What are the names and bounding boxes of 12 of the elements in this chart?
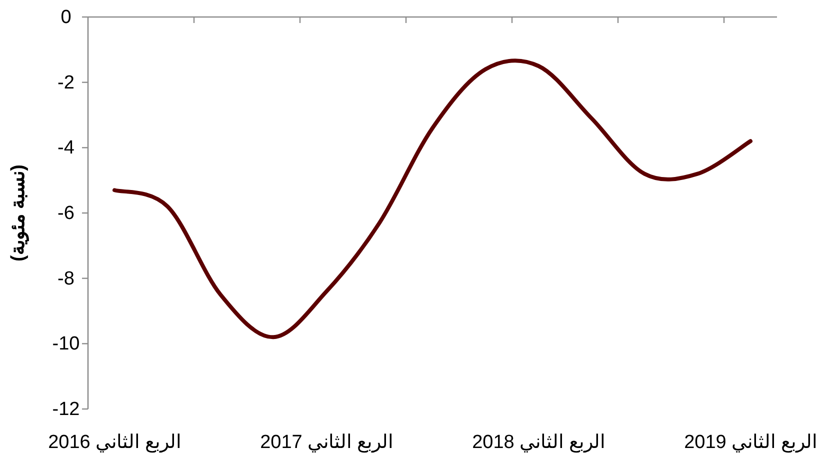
x-tick-label: الربع الثاني 2016 xyxy=(48,432,181,453)
y-tick-label: -2 xyxy=(58,72,74,94)
y-axis-title: (نسبة مئوية) xyxy=(8,164,29,262)
y-tick-label: 0 xyxy=(60,7,72,28)
y-tick-label: -8 xyxy=(58,268,74,290)
y-tick-label: -12 xyxy=(52,399,80,420)
x-tick-label: الربع الثاني 2018 xyxy=(472,432,605,453)
x-tick-label: الربع الثاني 2017 xyxy=(260,432,393,453)
x-tick-label: الربع الثاني 2019 xyxy=(684,432,817,453)
y-tick-label: -10 xyxy=(52,334,80,355)
y-tick-label: -6 xyxy=(58,203,74,224)
y-tick-label: -4 xyxy=(58,138,75,159)
